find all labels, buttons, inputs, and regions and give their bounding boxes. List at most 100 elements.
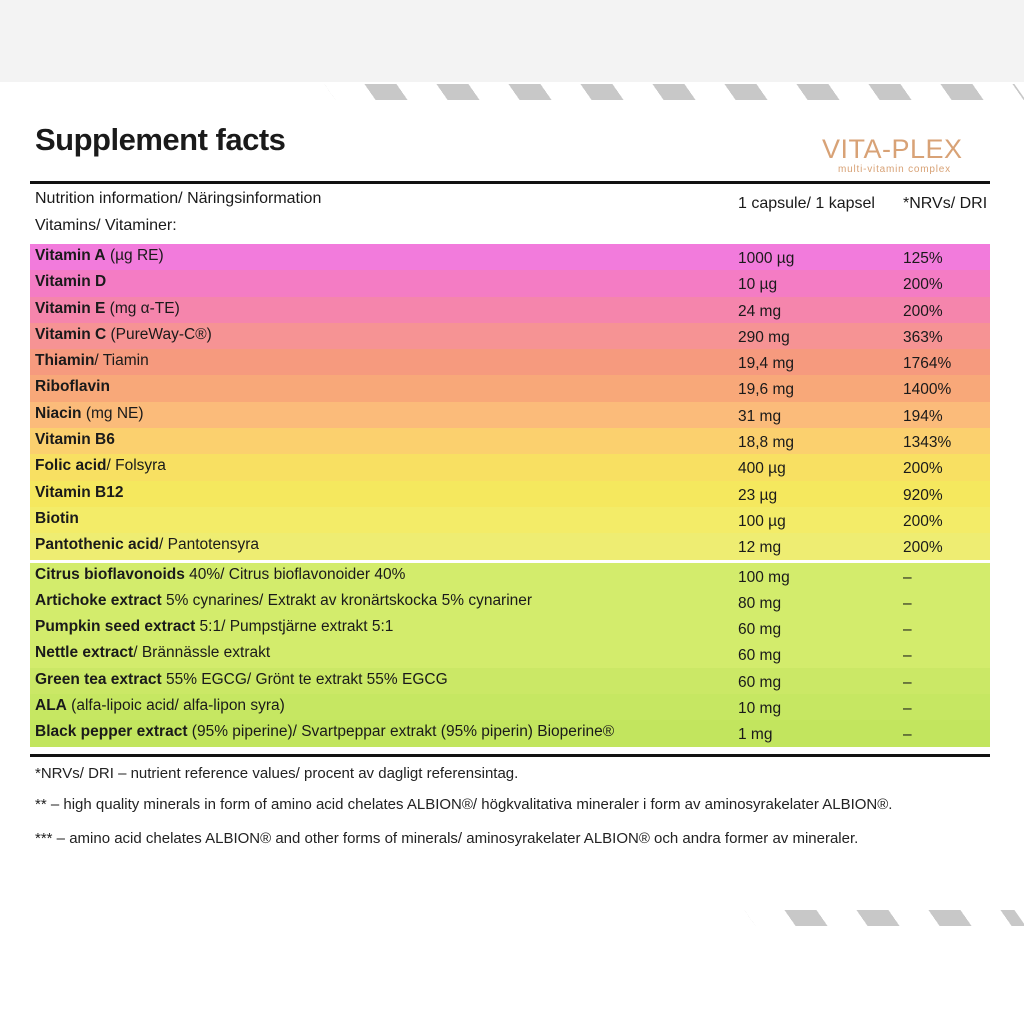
amount: 60 mg	[738, 647, 782, 665]
nutrient-name: Biotin	[35, 509, 79, 527]
decor-stripes	[324, 84, 1024, 100]
amount: 290 mg	[738, 328, 790, 346]
table-row: Nettle extract/ Brännässle extrakt 60 mg –	[30, 641, 990, 668]
amount: 23 µg	[738, 486, 778, 504]
nutrient-name: Folic acid	[35, 457, 107, 475]
amount: 100 µg	[738, 512, 786, 530]
footnote: ** – high quality minerals in form of am…	[35, 796, 893, 813]
nutrient: Folic acid/ Folsyra	[35, 457, 166, 475]
nutrient: Vitamin A (µg RE)	[35, 247, 164, 265]
nutrient-name: Riboflavin	[35, 378, 110, 396]
amount-heading: 1 capsule/ 1 kapsel	[738, 195, 875, 212]
nrv: 200%	[903, 460, 943, 478]
amount: 1000 µg	[738, 250, 795, 267]
table-rows: Vitamin A (µg RE) 1000 µg 125% Vitamin D 10 …	[30, 244, 990, 747]
nutrient-name: Vitamin B12	[35, 483, 124, 501]
table-row: Vitamin C (PureWay-C®) 290 mg 363%	[30, 322, 990, 350]
nutrient: Artichoke extract 5% cynarines/ Extrakt …	[35, 592, 532, 610]
amount: 18,8 mg	[738, 434, 795, 452]
nutrient-name: Vitamin A	[35, 247, 106, 264]
nutrient: Vitamin E (mg α-TE)	[35, 300, 180, 318]
amount: 24 mg	[738, 302, 782, 320]
nutrient-detail: 55% EGCG/ Grönt te extrakt 55% EGCG	[161, 670, 448, 688]
nutrient-name: Pantothenic acid	[35, 536, 160, 554]
nrv: –	[903, 673, 912, 691]
amount: 400 µg	[738, 460, 786, 478]
nrv: 194%	[903, 407, 943, 425]
nutrient-detail: (95% piperine)/ Svartpeppar extrakt (95%…	[187, 723, 615, 741]
table-row: Black pepper extract (95% piperine)/ Sva…	[30, 720, 990, 747]
amount: 12 mg	[738, 539, 782, 557]
table-row: Pantothenic acid/ Pantotensyra 12 mg 200%	[30, 533, 990, 560]
nutrient-name: Pumpkin seed extract	[35, 618, 196, 636]
rule	[30, 181, 990, 184]
table-row: Thiamin/ Tiamin 19,4 mg 1764%	[30, 349, 990, 376]
nutrient: Vitamin D	[35, 273, 106, 291]
amount: 80 mg	[738, 594, 782, 612]
nutrient-name: Vitamin B6	[35, 431, 115, 449]
amount: 100 mg	[738, 568, 790, 586]
table-row: Green tea extract 55% EGCG/ Grönt te ext…	[30, 667, 990, 695]
nutrient-detail: 5:1/ Pumpstjärne extrakt 5:1	[195, 618, 394, 636]
nutrient: Riboflavin	[35, 378, 110, 396]
nrv-heading: *NRVs/ DRI	[903, 195, 988, 212]
table-row: Vitamin D 10 µg 200%	[30, 270, 990, 297]
nrv: 1343%	[903, 434, 952, 452]
nrv: 125%	[903, 250, 943, 267]
footnote: *** – amino acid chelates ALBION® and ot…	[35, 830, 859, 847]
nrv: –	[903, 700, 912, 718]
nutrient-detail: (PureWay-C®)	[106, 325, 212, 343]
nutrient: Niacin (mg NE)	[35, 405, 144, 423]
table-row: Folic acid/ Folsyra 400 µg 200%	[30, 454, 990, 481]
nrv: 1400%	[903, 381, 952, 399]
nutrient: Pantothenic acid/ Pantotensyra	[35, 536, 259, 554]
nrv: –	[903, 594, 912, 612]
amount: 31 mg	[738, 407, 782, 425]
nrv: 200%	[903, 302, 943, 320]
nrv: –	[903, 621, 912, 639]
nutrient: Citrus bioflavonoids 40%/ Citrus bioflav…	[35, 566, 405, 584]
nrv: –	[903, 647, 912, 665]
table-row: Biotin 100 µg 200%	[30, 506, 990, 534]
nutrient-detail: (mg NE)	[81, 404, 144, 422]
nutrient-name: Vitamin D	[35, 273, 107, 291]
table-heading: Nutrition information/ Näringsinformatio…	[35, 190, 322, 207]
nutrient-detail: / Tiamin	[94, 352, 149, 370]
amount: 19,4 mg	[738, 355, 795, 373]
rule	[30, 754, 990, 757]
footnote: *NRVs/ DRI – nutrient reference values/ …	[35, 765, 519, 782]
nutrient: Biotin	[35, 510, 79, 528]
nutrient-name: Black pepper extract	[35, 723, 188, 741]
amount: 10 mg	[738, 700, 782, 718]
nutrient: Thiamin/ Tiamin	[35, 352, 149, 370]
table-row: Citrus bioflavonoids 40%/ Citrus bioflav…	[30, 559, 990, 589]
nutrient: Pumpkin seed extract 5:1/ Pumpstjärne ex…	[35, 618, 393, 636]
nutrient: Vitamin C (PureWay-C®)	[35, 326, 212, 344]
title: Supplement facts	[35, 122, 286, 157]
nutrient-name: Thiamin	[35, 352, 95, 370]
nrv: 1764%	[903, 355, 952, 373]
nutrient: Green tea extract 55% EGCG/ Grönt te ext…	[35, 671, 448, 689]
amount: 60 mg	[738, 621, 782, 639]
table-row: Niacin (mg NE) 31 mg 194%	[30, 401, 990, 429]
nrv: –	[903, 726, 912, 744]
table-row: Vitamin B12 23 µg 920%	[30, 480, 990, 507]
table-row: Artichoke extract 5% cynarines/ Extrakt …	[30, 588, 990, 616]
table-row: Vitamin A (µg RE) 1000 µg 125%	[30, 244, 990, 271]
nutrient-name: Green tea extract	[35, 670, 162, 688]
nutrient-detail: / Folsyra	[106, 457, 166, 475]
nutrient-detail: (µg RE)	[105, 247, 164, 264]
nrv: 200%	[903, 276, 943, 294]
amount: 10 µg	[738, 276, 778, 294]
brand: VITA-PLEX	[822, 134, 963, 164]
nutrient-name: Nettle extract	[35, 644, 134, 662]
nutrient-name: Vitamin C	[35, 325, 107, 343]
nutrient-detail: 40%/ Citrus bioflavonoider 40%	[184, 565, 406, 583]
amount: 60 mg	[738, 673, 782, 691]
nutrient-detail: (alfa-lipoic acid/ alfa-lipon syra)	[66, 697, 285, 715]
nutrient-name: Niacin	[35, 404, 82, 422]
table-row: Riboflavin 19,6 mg 1400%	[30, 375, 990, 402]
nutrient-name: Citrus bioflavonoids	[35, 565, 185, 583]
nutrient: Vitamin B6	[35, 431, 115, 449]
